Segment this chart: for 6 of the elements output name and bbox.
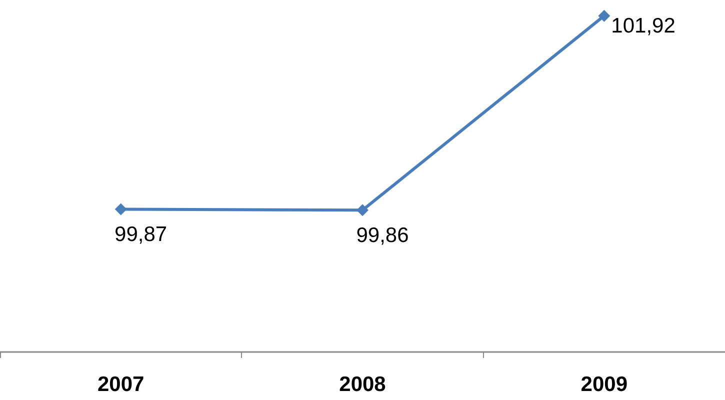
x-tick-label: 2009 bbox=[580, 373, 628, 396]
data-label: 101,92 bbox=[611, 14, 676, 38]
x-tick-label: 2008 bbox=[339, 373, 386, 396]
data-label: 99,86 bbox=[356, 224, 409, 248]
x-tick-label: 2007 bbox=[97, 373, 144, 396]
data-label: 99,87 bbox=[114, 223, 168, 246]
